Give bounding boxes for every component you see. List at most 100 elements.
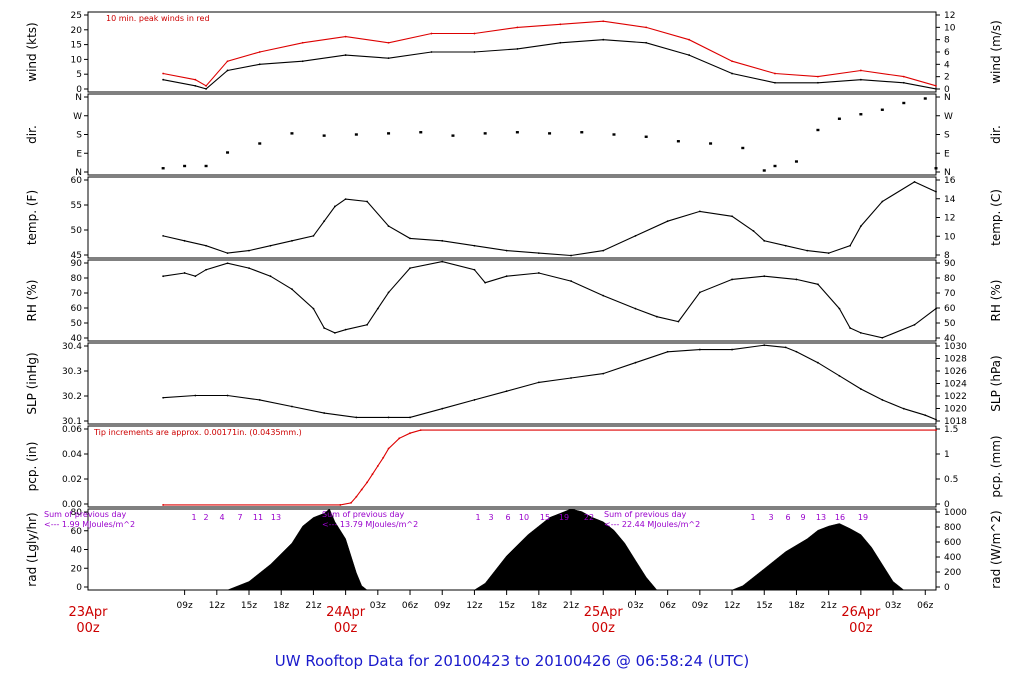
rh-data-point — [935, 307, 937, 310]
rad-hour-marker: 11 — [253, 513, 263, 522]
rad-left-tick-label: 20 — [71, 564, 83, 574]
slp-right-tick-label: 1024 — [944, 380, 967, 390]
pcp-left-tick-label: 0.02 — [62, 475, 82, 485]
wind-left-tick-label: 20 — [71, 26, 83, 36]
rad-hour-marker: 22 — [584, 513, 594, 522]
rad-hour-marker: 16 — [835, 513, 845, 522]
pcp-data-point — [376, 465, 379, 467]
pcp-data-point — [355, 495, 358, 498]
wind-left-tick-label: 25 — [71, 11, 82, 21]
slp-data-point — [323, 412, 326, 414]
slp-data-point — [570, 377, 572, 379]
pcp-data-point — [339, 504, 342, 506]
wind-right-tick-label: 8 — [944, 36, 950, 46]
temp-data-point — [312, 235, 315, 237]
slp-data-point — [634, 361, 637, 364]
rad-hour-marker: 19 — [858, 513, 868, 522]
wind-data-point — [559, 23, 562, 26]
dir-data-point — [762, 169, 766, 172]
pcp-right-tick-label: 0.5 — [944, 475, 958, 485]
dir-data-point — [934, 167, 938, 170]
dir-data-point — [322, 134, 326, 137]
slp-right-tick-label: 1020 — [944, 405, 967, 415]
slp-panel: 30.1 30.2 30.3 30.4 1018 1020 1022 1024 1026 1028… — [25, 342, 1003, 427]
dir-frame — [87, 93, 937, 176]
slp-frame — [87, 342, 937, 425]
slp-left-tick-label: 30.1 — [62, 417, 82, 427]
rh-data-point — [677, 320, 680, 323]
x-tick-label: 06z — [402, 601, 418, 611]
slp-data-point — [409, 416, 411, 419]
temp-frame — [87, 176, 937, 259]
dir-data-point — [880, 108, 884, 111]
dir-right-label: dir. — [989, 125, 1003, 144]
rad-right-tick-label: 600 — [944, 538, 961, 548]
x-tick-label: 15z — [756, 601, 772, 611]
dir-data-point — [644, 135, 648, 138]
rh-data-point — [881, 336, 884, 339]
rad-hour-marker: 3 — [488, 513, 493, 522]
temp-data-point — [291, 239, 293, 242]
pcp-left-label: pcp. (in) — [25, 442, 39, 492]
wind-data-point — [902, 75, 905, 78]
x-date-time: 00z — [334, 621, 358, 636]
wind-left-tick-label: 10 — [71, 55, 83, 65]
pcp-data-point — [409, 432, 411, 435]
temp-data-point — [473, 244, 476, 247]
wind-data-point — [774, 81, 776, 84]
wind-data-point — [859, 69, 862, 72]
pcp-right-label: pcp. (mm) — [989, 435, 1003, 497]
dir-data-point — [676, 140, 680, 143]
x-date-time: 00z — [76, 621, 100, 636]
rad-hour-marker: 10 — [519, 513, 529, 522]
temp-series-line — [162, 181, 937, 257]
x-tick-label: 06z — [917, 601, 933, 611]
rh-left-tick-label: 70 — [71, 289, 83, 299]
dir-data-point — [816, 128, 820, 132]
rad-day-sum-value: <--- 1.99 MJoules/m^2 — [44, 520, 135, 529]
pcp-data-point — [398, 437, 401, 440]
x-date-time: 00z — [849, 621, 873, 636]
dir-data-point — [773, 164, 777, 168]
x-tick-label: 06z — [660, 601, 676, 611]
wind-data-point — [473, 32, 476, 35]
temp-data-point — [323, 220, 326, 223]
temp-data-point — [441, 239, 444, 242]
wind-data-point — [473, 51, 476, 53]
x-tick-label: 21z — [305, 601, 321, 611]
dir-data-point — [226, 151, 230, 154]
wind-data-point — [859, 78, 862, 81]
slp-data-point — [666, 350, 669, 353]
wind-left-tick-label: 15 — [71, 41, 82, 51]
rh-data-point — [505, 275, 508, 278]
pcp-series-line — [163, 429, 936, 506]
pcp-data-point — [360, 488, 363, 491]
slp-data-point — [505, 390, 508, 393]
dir-right-tick-label: E — [944, 149, 950, 159]
slp-data-point — [698, 348, 701, 351]
rad-hour-marker: 2 — [203, 513, 208, 522]
rh-right-tick-label: 40 — [944, 334, 956, 344]
rad-hour-marker: 7 — [237, 513, 242, 522]
x-date-time: 00z — [592, 621, 616, 636]
rh-data-point — [484, 281, 487, 284]
dir-data-point — [902, 101, 906, 105]
wind-data-point — [602, 20, 605, 23]
rad-hour-marker: 19 — [559, 513, 569, 522]
slp-data-point — [902, 407, 905, 410]
temp-data-point — [698, 210, 701, 213]
x-tick-label: 18z — [788, 601, 804, 611]
rh-right-tick-label: 50 — [944, 319, 956, 329]
wind-data-point — [387, 41, 390, 44]
wind-data-point — [935, 88, 937, 90]
wind-data-point — [516, 48, 519, 50]
x-tick-label: 18z — [273, 601, 289, 611]
temp-data-point — [731, 215, 733, 218]
rh-data-point — [248, 267, 250, 269]
slp-right-label: SLP (hPa) — [989, 355, 1003, 411]
temp-right-tick-label: 10 — [944, 232, 956, 242]
rad-area — [163, 508, 905, 591]
rh-data-point — [537, 272, 540, 274]
